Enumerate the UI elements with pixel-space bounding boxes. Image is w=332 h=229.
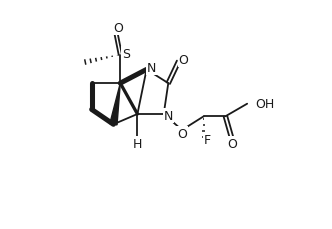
Text: S: S bbox=[122, 48, 130, 61]
Text: O: O bbox=[177, 128, 187, 141]
Text: N: N bbox=[147, 61, 156, 74]
Text: N: N bbox=[164, 109, 173, 122]
Text: O: O bbox=[113, 22, 123, 35]
Text: O: O bbox=[227, 137, 237, 150]
Text: H: H bbox=[133, 137, 142, 150]
Text: O: O bbox=[179, 54, 189, 67]
Polygon shape bbox=[110, 84, 120, 125]
Text: OH: OH bbox=[255, 97, 275, 110]
Text: F: F bbox=[204, 133, 211, 146]
